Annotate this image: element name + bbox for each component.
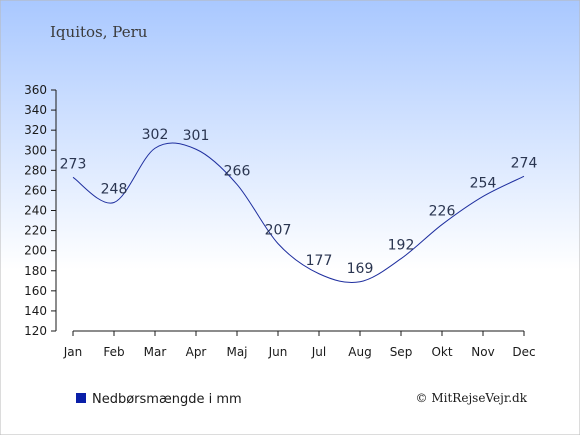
x-tick-label-jan: Jan [63,345,83,359]
x-ticks: Jan Feb Mar Apr Maj Jun Jul Aug Sep Okt Nov Dec [63,331,536,359]
y-tick-label: 260 [24,183,47,197]
y-tick-label: 320 [24,123,47,137]
data-label-sep: 192 [388,238,415,254]
y-tick-label: 120 [24,324,47,338]
data-label-jan: 273 [60,156,87,172]
x-tick-label-jun: Jun [268,345,288,359]
data-label-jun: 207 [265,223,292,239]
x-tick-label-dec: Dec [512,345,535,359]
y-tick-label: 280 [24,163,47,177]
legend-swatch [76,393,86,403]
y-tick-label: 340 [24,103,47,117]
x-tick-label-apr: Apr [186,345,207,359]
x-tick-label-sep: Sep [390,345,413,359]
data-label-apr: 301 [183,128,210,144]
x-tick-label-jul: Jul [311,345,326,359]
location-title: Iquitos, Peru [50,23,148,41]
x-tick-label-feb: Feb [103,345,124,359]
data-label-jul: 177 [306,253,333,269]
y-tick-label: 160 [24,284,47,298]
y-tick-label: 240 [24,204,47,218]
x-tick-label-maj: Maj [226,345,247,359]
y-tick-label: 200 [24,244,47,258]
data-label-nov: 254 [470,175,497,191]
data-label-okt: 226 [429,204,456,220]
y-ticks: 120 140 160 180 200 220 240 260 280 300 320 340 360 [24,83,56,338]
data-label-dec: 274 [511,155,538,171]
precipitation-line [72,142,525,283]
y-tick-label: 360 [24,83,47,97]
x-tick-label-aug: Aug [348,345,371,359]
x-tick-label-nov: Nov [471,345,494,359]
data-label-aug: 169 [347,261,374,277]
y-tick-label: 220 [24,224,47,238]
y-tick-label: 300 [24,143,47,157]
data-label-feb: 248 [101,181,128,197]
y-tick-label: 140 [24,304,47,318]
legend-label: Nedbørsmængde i mm [92,392,242,407]
x-tick-label-okt: Okt [431,345,452,359]
x-tick-label-mar: Mar [144,345,167,359]
data-labels: 273 248 302 301 266 207 177 169 192 226 254 274 [60,127,538,277]
data-label-maj: 266 [224,163,251,179]
data-label-mar: 302 [142,127,169,143]
credit-text: © MitRejseVejr.dk [416,391,528,405]
y-tick-label: 180 [24,264,47,278]
